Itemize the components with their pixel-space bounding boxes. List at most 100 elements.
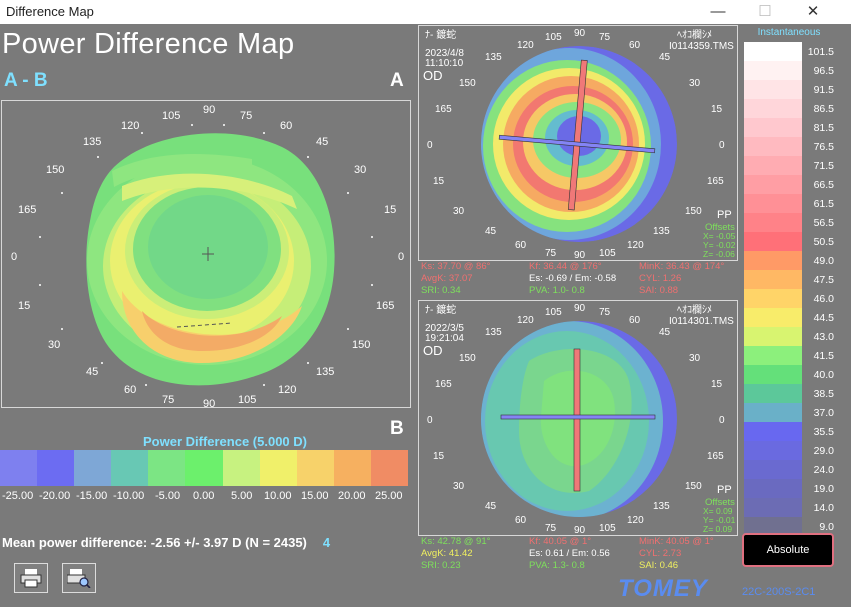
map-b[interactable]: ﾅ- 鍍蛇 ﾍｵｺ欄ｼﾒ 2022/3/5 19:21:04 I0114301.…	[418, 300, 738, 536]
tick-label: 0	[719, 415, 725, 426]
scale-swatch	[111, 450, 149, 486]
legend-swatch	[744, 232, 802, 251]
scale-label: -15.00	[76, 490, 108, 502]
tick-label: 15	[433, 176, 445, 187]
tick-label: 90	[574, 28, 586, 39]
legend-swatch	[744, 137, 802, 156]
map-b-name: ﾅ- 鍍蛇	[425, 303, 456, 316]
map-b-time: 19:21:04	[425, 333, 464, 344]
stat-pva: PVA: 1.0- 0.8	[529, 285, 585, 296]
legend-value: 96.5	[813, 65, 834, 77]
tick-label: 45	[659, 327, 671, 338]
stat-sri: SRI: 0.23	[421, 560, 461, 571]
difference-scale-bar	[0, 450, 409, 486]
scale-label: 0.00	[193, 490, 215, 502]
title-bar: Difference Map — ☐ ✕	[0, 0, 851, 24]
app-body: Power Difference Map A - B A B	[0, 24, 851, 607]
legend-value: 19.0	[813, 483, 834, 495]
map-a-ticks: 90 105 120 135 150 165 0 15 30 45 60 75 …	[427, 28, 725, 260]
legend-swatch	[744, 479, 802, 498]
tick-label: 135	[485, 327, 502, 338]
tick-label: 30	[48, 339, 60, 351]
stat-sai: SAI: 0.46	[639, 560, 679, 571]
legend-value: 76.5	[813, 141, 834, 153]
stat-sri: SRI: 0.34	[421, 285, 461, 296]
tick-label: 120	[627, 240, 644, 251]
close-button[interactable]: ✕	[806, 3, 820, 20]
legend-value: 44.5	[813, 312, 834, 324]
maximize-button[interactable]: ☐	[758, 3, 772, 20]
brand-logo: TOMEY	[618, 575, 708, 602]
legend-swatch	[744, 156, 802, 175]
print-preview-button[interactable]	[62, 563, 96, 593]
legend-value: 86.5	[813, 103, 834, 115]
legend-value: 47.5	[813, 274, 834, 286]
tick-label: 105	[545, 307, 562, 318]
tick-label: 135	[653, 501, 670, 512]
legend-value: 91.5	[813, 84, 834, 96]
map-b-date: 2022/3/5	[425, 323, 464, 334]
legend-value: 35.5	[813, 426, 834, 438]
stat-sai: SAI: 0.88	[639, 285, 679, 296]
tick-label: 0	[427, 415, 433, 426]
scale-swatch	[37, 450, 75, 486]
stat-es: Es: 0.61 / Em: 0.56	[529, 548, 610, 559]
difference-map[interactable]: 90 105 120 135 150 165 0 15 30 45 60 75 …	[1, 100, 411, 408]
tick-label: 60	[280, 120, 292, 132]
scale-label: -25.00	[2, 490, 34, 502]
tick-label: 150	[459, 353, 476, 364]
map-a[interactable]: ﾅ- 鍍蛇 ﾍｵｺ欄ｼﾒ 2023/4/8 11:10:10 I0114359.…	[418, 25, 738, 261]
scale-label: 15.00	[301, 490, 329, 502]
legend-value: 24.0	[813, 464, 834, 476]
legend-swatch	[744, 99, 802, 118]
tick-label: 90	[574, 303, 586, 314]
scale-swatch	[333, 450, 371, 486]
stat-kf: Kf: 40.05 @ 1°	[529, 536, 592, 547]
tick-label: 0	[427, 140, 433, 151]
legend-value: 50.5	[813, 236, 834, 248]
map-b-offset-x: X= 0.09	[703, 506, 733, 516]
tick-label: 45	[485, 226, 497, 237]
minimize-button[interactable]: —	[710, 3, 726, 20]
tick-label: 135	[485, 52, 502, 63]
scale-swatch	[259, 450, 297, 486]
tick-label: 45	[316, 136, 328, 148]
legend-value: 101.5	[807, 46, 834, 58]
stat-avgk: AvgK: 37.07	[421, 273, 473, 284]
scale-label: 5.00	[231, 490, 253, 502]
tick-label: 135	[316, 366, 334, 378]
tick-label: 30	[689, 353, 701, 364]
difference-label: A - B	[4, 70, 48, 91]
scale-label: -5.00	[155, 490, 181, 502]
map-a-name: ﾅ- 鍍蛇	[425, 28, 456, 41]
legend-swatch	[744, 460, 802, 479]
legend-value: 9.0	[819, 521, 834, 533]
map-b-file: I0114301.TMS	[669, 316, 734, 327]
legend-swatch	[744, 80, 802, 99]
tick-label: 60	[629, 40, 641, 51]
print-button[interactable]	[14, 563, 48, 593]
map-b-offset-y: Y= -0.01	[703, 515, 736, 525]
tick-label: 150	[685, 206, 702, 217]
legend-value: 56.5	[813, 217, 834, 229]
scale-swatch	[148, 450, 186, 486]
label-b: B	[390, 418, 404, 439]
tick-label: 75	[599, 307, 611, 318]
tick-label: 30	[689, 78, 701, 89]
tick-label: 75	[545, 523, 557, 534]
absolute-mode-button[interactable]: Absolute	[742, 533, 834, 567]
tick-label: 60	[515, 515, 527, 526]
serial-number: 22C-200S-2C1	[742, 586, 816, 598]
stat-avgk: AvgK: 41.42	[421, 548, 473, 559]
tick-label: 15	[711, 379, 723, 390]
tick-label: 150	[685, 481, 702, 492]
legend-swatch	[744, 42, 802, 61]
tick-label: 60	[124, 384, 136, 396]
tick-label: 45	[485, 501, 497, 512]
scale-label: 25.00	[375, 490, 403, 502]
legend-swatch	[744, 498, 802, 517]
map-a-offsets-title: Offsets	[705, 222, 735, 233]
map-b-offset-z: Z= 0.09	[703, 524, 732, 534]
scale-swatch	[0, 450, 38, 486]
tick-label: 105	[238, 394, 256, 406]
